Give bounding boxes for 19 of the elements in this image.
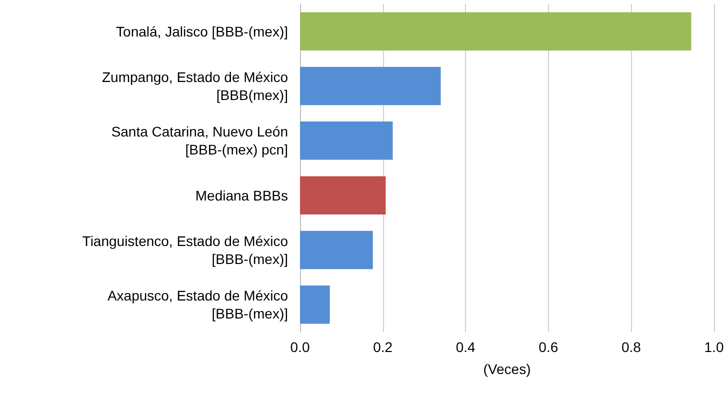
x-tick-label: 0.0: [290, 339, 310, 355]
y-tick-label: Santa Catarina, Nuevo León [BBB-(mex) pcn]: [111, 124, 288, 158]
bar: [300, 286, 330, 324]
y-tick-label: Axapusco, Estado de México [BBB-(mex)]: [107, 288, 288, 322]
x-tick-label: 0.2: [373, 339, 393, 355]
bar: [300, 230, 373, 270]
y-tick-label: Tianguistenco, Estado de México [BBB-(mex)]: [82, 233, 288, 267]
y-tick-label: Zumpango, Estado de México [BBB(mex)]: [102, 69, 288, 103]
x-tick-label: 0.4: [456, 339, 476, 355]
x-axis-title: (Veces): [483, 361, 531, 377]
bar: [300, 176, 386, 214]
y-tick-label: Mediana BBBs: [195, 187, 288, 204]
x-tick-label: 1.0: [704, 339, 724, 355]
bar: [300, 12, 692, 50]
y-tick-label: Tonalá, Jalisco [BBB-(mex)]: [116, 23, 288, 40]
x-tick-label: 0.8: [621, 339, 642, 355]
bar: [300, 122, 393, 160]
bar: [300, 66, 441, 106]
x-tick-label: 0.6: [538, 339, 558, 355]
